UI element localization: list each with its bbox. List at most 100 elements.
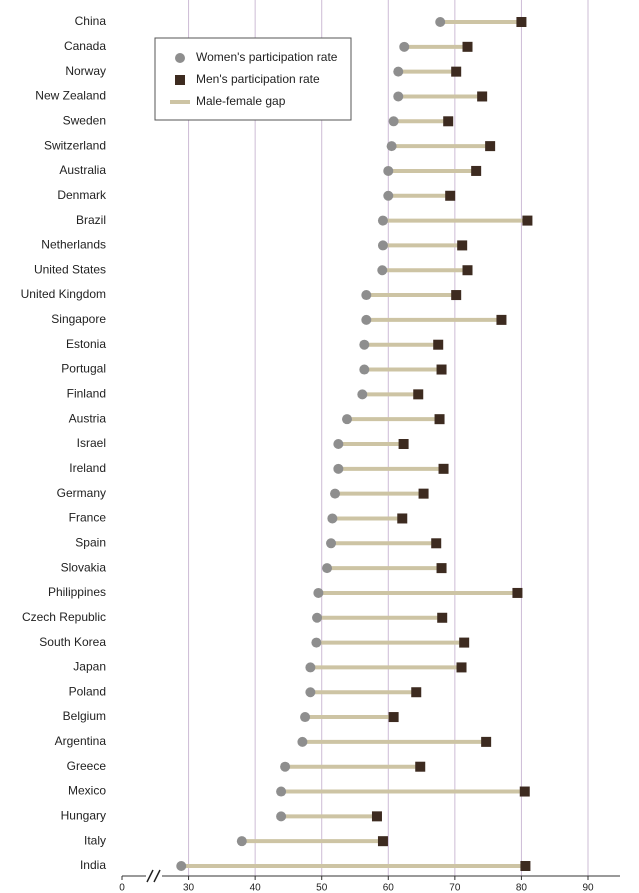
men-square [436, 563, 447, 574]
y-tick-label: United States [34, 262, 106, 276]
women-dot [361, 290, 372, 301]
y-tick-label: Hungary [61, 809, 106, 823]
legend-label: Men's participation rate [196, 72, 320, 86]
y-tick-label: Argentina [55, 734, 107, 748]
men-square [433, 339, 444, 350]
y-tick-label: Ireland [69, 461, 106, 475]
y-tick-label: Czech Republic [22, 610, 106, 624]
men-square [445, 190, 456, 201]
women-dot [383, 165, 394, 176]
y-tick-label: Switzerland [44, 138, 106, 152]
men-square [397, 513, 408, 524]
y-tick-label: Germany [57, 486, 106, 500]
men-square [485, 141, 496, 152]
y-tick-label: Portugal [61, 362, 106, 376]
men-square [388, 712, 399, 723]
y-tick-label: Poland [69, 684, 106, 698]
y-tick-label: Slovakia [61, 560, 107, 574]
women-dot [300, 712, 311, 723]
women-dot [305, 687, 316, 698]
x-tick-label: 50 [316, 883, 328, 893]
men-square [462, 41, 473, 52]
y-tick-label: Italy [84, 833, 106, 847]
women-dot [236, 836, 247, 847]
men-square [434, 414, 445, 425]
women-dot [297, 736, 308, 747]
men-square [371, 811, 382, 822]
y-tick-label: Japan [73, 660, 106, 674]
y-tick-label: Mexico [68, 784, 106, 798]
men-square [413, 389, 424, 400]
x-tick-label: 30 [183, 883, 195, 893]
men-square [451, 66, 462, 77]
women-dot [386, 141, 397, 152]
women-dot [330, 488, 341, 499]
y-tick-label: Belgium [63, 709, 106, 723]
y-tick-label: Singapore [51, 312, 106, 326]
men-square [477, 91, 488, 102]
legend-marker [175, 75, 185, 85]
axis-break-bg [146, 868, 162, 884]
y-tick-label: Israel [77, 436, 106, 450]
x-tick-label: 70 [449, 883, 461, 893]
y-tick-label: Canada [64, 39, 106, 53]
men-square [459, 637, 470, 648]
women-dot [393, 66, 404, 77]
women-dot [388, 116, 399, 127]
y-tick-label: Austria [69, 411, 107, 425]
women-dot [305, 662, 316, 673]
y-tick-label: Greece [67, 759, 107, 773]
axis-break [146, 869, 154, 883]
legend-marker [175, 53, 185, 63]
legend-label: Women's participation rate [196, 50, 338, 64]
x-tick-label: 0 [119, 883, 125, 893]
men-square [471, 165, 482, 176]
x-tick-label: 80 [516, 883, 528, 893]
men-square [522, 215, 533, 226]
y-tick-label: Netherlands [41, 238, 106, 252]
women-dot [377, 265, 388, 276]
y-tick-label: Sweden [63, 113, 106, 127]
axis-break [153, 869, 161, 883]
women-dot [322, 563, 333, 574]
women-dot [276, 786, 287, 797]
y-tick-label: Estonia [66, 337, 106, 351]
y-tick-label: Philippines [48, 585, 106, 599]
men-square [516, 17, 527, 27]
women-dot [176, 861, 187, 871]
men-square [443, 116, 454, 127]
y-tick-label: France [69, 511, 107, 525]
men-square [377, 836, 388, 847]
men-square [462, 265, 473, 276]
women-dot [399, 41, 410, 52]
marks [176, 17, 533, 871]
men-square [457, 240, 468, 251]
y-tick-label: United Kingdom [21, 287, 106, 301]
men-square [520, 861, 531, 871]
y-tick-label: Brazil [76, 213, 106, 227]
women-dot [333, 439, 344, 449]
men-square [437, 612, 448, 623]
women-dot [327, 513, 338, 524]
men-square [398, 439, 409, 449]
men-square [496, 314, 507, 325]
men-square [415, 761, 426, 772]
women-dot [342, 414, 353, 425]
x-tick-label: 90 [582, 883, 594, 893]
y-tick-label: New Zealand [35, 89, 106, 103]
women-dot [361, 314, 372, 325]
women-dot [311, 637, 322, 648]
x-tick-label: 60 [383, 883, 395, 893]
legend: Women's participation rate Men's particip… [154, 37, 352, 121]
women-dot [359, 339, 370, 350]
y-tick-label: Australia [59, 163, 106, 177]
women-dot [312, 612, 323, 623]
women-dot [280, 761, 291, 772]
y-tick-label: Norway [65, 64, 106, 78]
men-square [519, 786, 530, 797]
men-square [411, 687, 422, 698]
women-dot [359, 364, 370, 375]
